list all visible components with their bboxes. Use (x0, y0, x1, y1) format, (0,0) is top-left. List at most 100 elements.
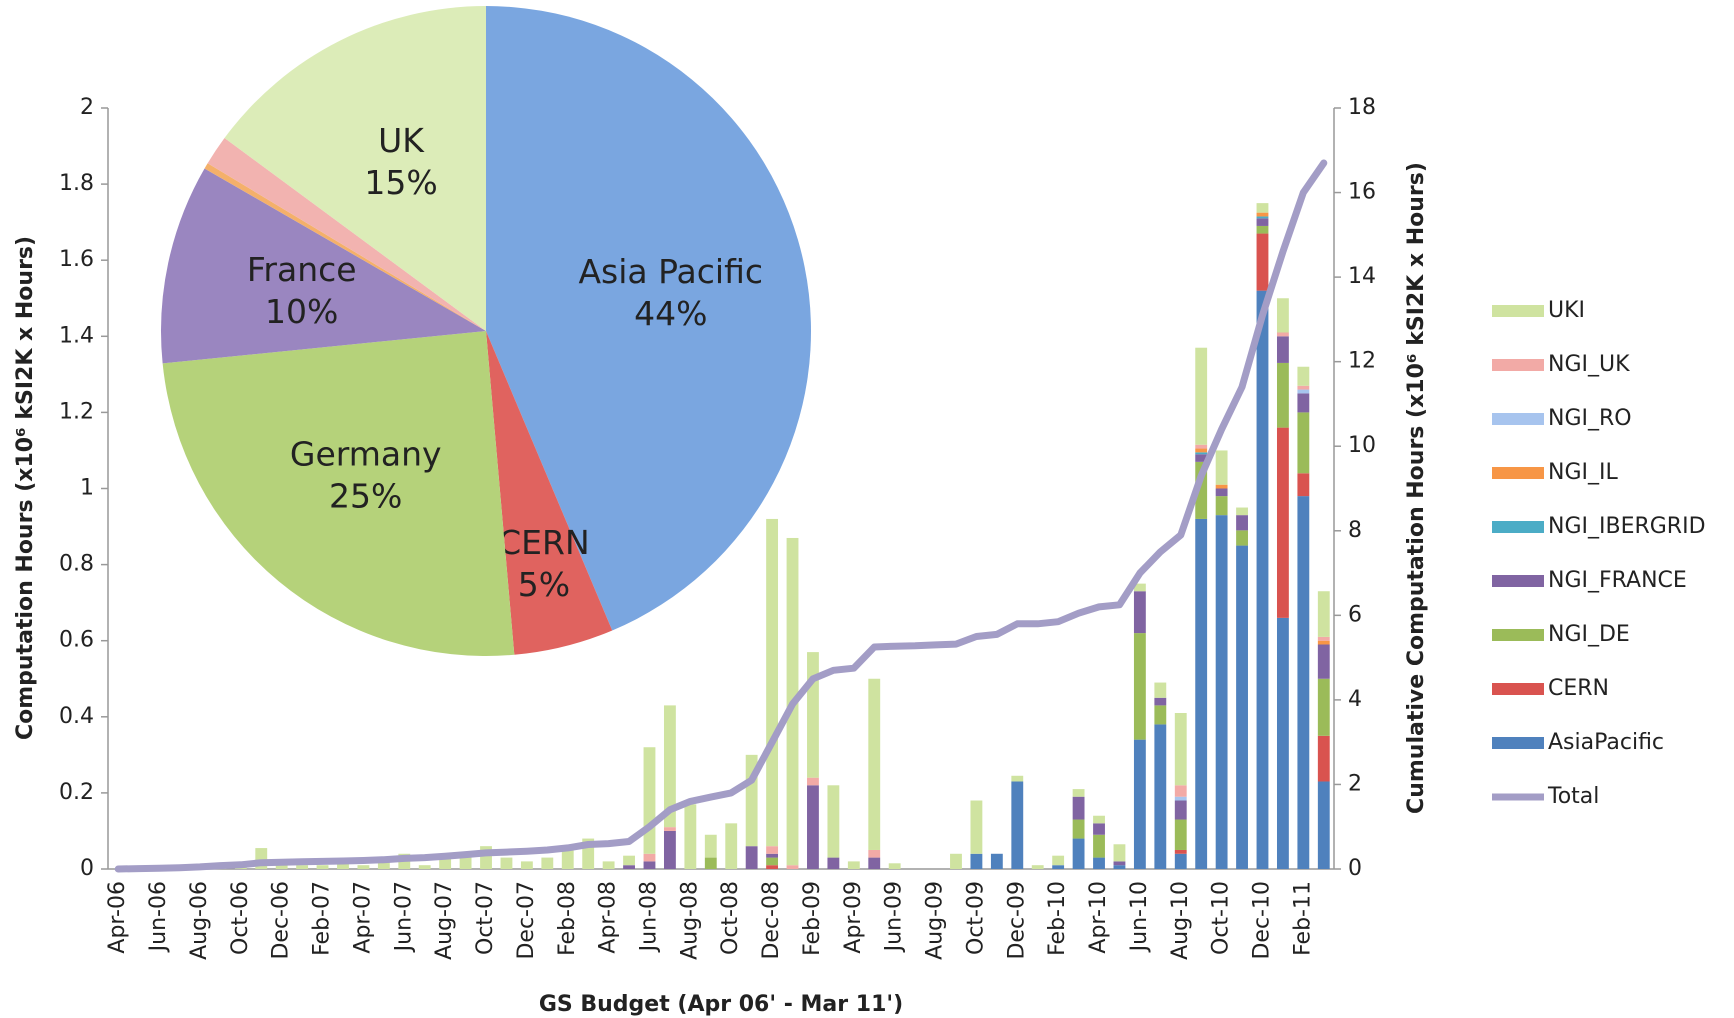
x-tick-label: Oct-06 (228, 881, 253, 955)
y-axis-title: Computation Hours (x10⁶ kSI2K x Hours) (13, 236, 38, 740)
bar-segment (1093, 823, 1105, 835)
bar-segment (970, 800, 983, 854)
bar-segment (1195, 452, 1208, 455)
bar-segment (807, 777, 819, 786)
x-tick-label: Aug-09 (923, 881, 948, 960)
bar-segment (1195, 444, 1208, 449)
x-axis-title: GS Budget (Apr 06' - Mar 11') (539, 992, 903, 1017)
x-tick-label: Oct-07 (473, 881, 498, 955)
x-tick-label: Apr-07 (350, 881, 375, 954)
bar-segment (1154, 697, 1167, 706)
bar-segment (704, 857, 717, 869)
bar-segment (1174, 849, 1187, 854)
bar-segment (766, 865, 779, 869)
pie-label: CERN (498, 523, 590, 562)
legend-swatch (1492, 305, 1544, 317)
x-tick-label: Feb-11 (1290, 881, 1315, 956)
x-tick-label: Jun-09 (882, 881, 907, 953)
y2-tick-label: 2 (1348, 771, 1362, 796)
y2-tick-label: 0 (1348, 856, 1362, 881)
bar-segment (1256, 218, 1269, 226)
bar-segment (357, 865, 370, 869)
y2-axis-title: Cumulative Computation Hours (x10⁶ kSI2K… (1404, 162, 1429, 814)
bar-segment (1297, 385, 1310, 390)
pie-value-label: 44% (634, 294, 707, 333)
bar-segment (1236, 515, 1248, 531)
bar-segment (807, 652, 819, 778)
pie-slice (486, 6, 812, 631)
bar-segment (1133, 739, 1146, 869)
bar-segment (1317, 591, 1330, 637)
bar-segment (1113, 861, 1126, 866)
line-series (114, 159, 1328, 873)
bar-segment (439, 857, 452, 869)
bar-segment (827, 857, 840, 869)
bar-segment (1093, 834, 1105, 858)
bar-segment (1297, 473, 1310, 497)
legend-label: UKI (1548, 298, 1585, 323)
bar-segment (1297, 393, 1310, 413)
bar-segment (541, 857, 554, 869)
bar-segment (500, 857, 513, 869)
y2-tick-label: 14 (1348, 264, 1376, 289)
legend-swatch (1492, 413, 1544, 425)
bar-segment (1011, 781, 1024, 869)
bar-segment (1276, 332, 1289, 337)
bar-segment (827, 785, 840, 858)
bar-segment (766, 853, 779, 858)
bar-segment (643, 853, 656, 862)
y-tick-label: 0 (80, 856, 94, 881)
bar-segment (1297, 496, 1310, 869)
y-tick-label: 1.4 (59, 323, 94, 348)
bar-segment (316, 865, 329, 869)
y-tick-label: 0.8 (59, 552, 94, 577)
x-tick-label: Aug-07 (432, 881, 457, 960)
x-tick-label: Aug-06 (187, 881, 212, 960)
bar-segment (1174, 785, 1187, 797)
bar-segment (725, 823, 738, 869)
x-tick-label: Apr-06 (105, 881, 130, 954)
bar-segment (1317, 678, 1330, 736)
bar-segment (1174, 712, 1187, 786)
bar-segment (582, 838, 595, 869)
bar-segment (1072, 838, 1085, 869)
bar-segment (1236, 530, 1248, 546)
bar-segment (561, 849, 574, 869)
bar-segment (1215, 515, 1228, 869)
x-tick-label: Oct-10 (1209, 881, 1234, 955)
bar-segment (745, 754, 758, 847)
bar-segment (1174, 819, 1187, 850)
bar-segment (1195, 518, 1208, 869)
x-tick-label: Dec-06 (269, 881, 294, 960)
legend-swatch (1492, 737, 1544, 749)
pie-label: Asia Pacific (578, 252, 763, 291)
legend-swatch (1492, 521, 1544, 533)
bar-segment (418, 865, 431, 869)
bar-segment (1093, 815, 1105, 824)
legend-label: NGI_RO (1548, 406, 1632, 431)
legend-swatch (1492, 359, 1544, 371)
y-tick-label: 1 (80, 476, 94, 501)
legend-label: NGI_UK (1548, 352, 1630, 377)
bar-segment (1215, 496, 1228, 516)
x-tick-label: Feb-10 (1045, 881, 1070, 956)
bar-segment (1113, 865, 1126, 869)
bar-segment (684, 804, 697, 869)
bar-segment (602, 861, 615, 869)
bar-segment (1052, 855, 1065, 866)
x-tick-label: Oct-08 (718, 881, 743, 955)
bar-segment (643, 747, 656, 854)
pie-slice (486, 331, 613, 655)
bar-segment (1256, 216, 1269, 219)
bar-segment (1256, 203, 1269, 213)
y-tick-label: 1.8 (59, 171, 94, 196)
x-tick-label: Feb-07 (310, 881, 335, 956)
x-tick-label: Aug-10 (1168, 881, 1193, 960)
bar-segment (786, 865, 799, 869)
bar-segment (868, 857, 881, 869)
bar-segment (275, 865, 288, 869)
bar-segment (663, 705, 676, 828)
y2-tick-label: 18 (1348, 95, 1376, 120)
bar-segment (1072, 796, 1085, 820)
